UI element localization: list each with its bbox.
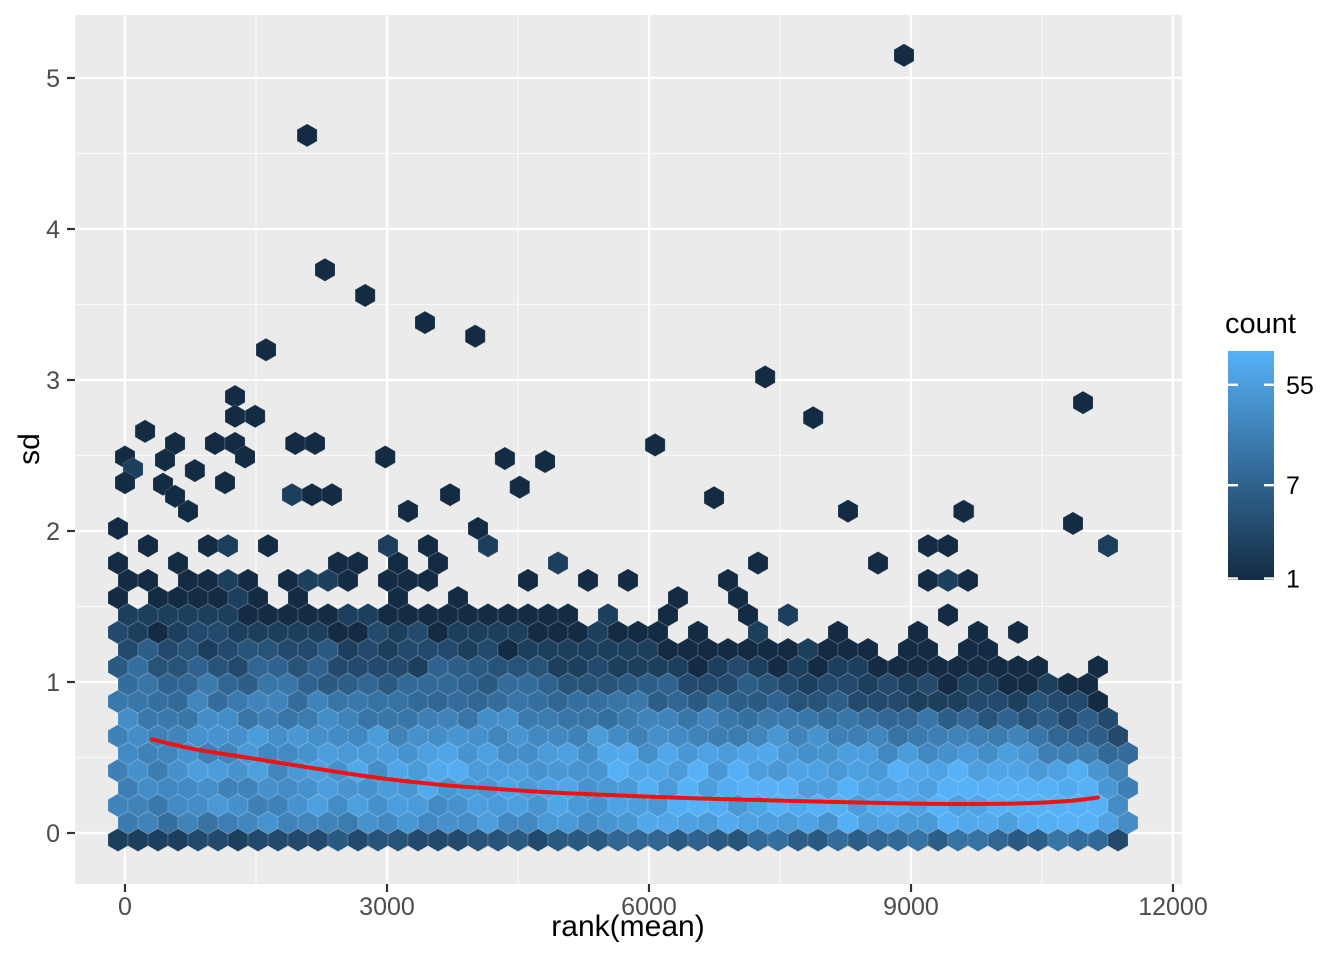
smooth-line	[149, 737, 1100, 807]
hex-bin	[687, 620, 709, 645]
hex-bin	[827, 620, 849, 645]
hex-bin	[107, 516, 129, 541]
x-tick-label: 12000	[1138, 893, 1208, 921]
hex-bin	[1007, 620, 1029, 645]
legend-break-label: 1	[1286, 566, 1300, 594]
hex-bin	[134, 419, 156, 444]
hex-bin	[164, 431, 186, 456]
hex-bin	[447, 585, 469, 610]
hex-bin	[952, 499, 974, 524]
legend-break-label: 55	[1286, 372, 1314, 400]
hex-bin	[255, 337, 277, 362]
y-tick-label: 2	[46, 518, 60, 546]
legend-title: count	[1225, 308, 1296, 340]
hex-bin	[244, 404, 266, 429]
hex-bin	[893, 43, 915, 68]
hex-bin	[509, 475, 531, 500]
hex-bin	[296, 123, 318, 148]
hex-bin	[417, 533, 439, 558]
hex-bin	[717, 568, 739, 593]
legend-break-label: 7	[1286, 472, 1300, 500]
axis-ticks	[67, 76, 1175, 892]
hex-bin	[937, 602, 959, 628]
hex-bin	[597, 602, 619, 628]
hex-bin	[517, 568, 539, 593]
hex-bin	[217, 533, 239, 558]
hex-bin	[414, 310, 436, 335]
hex-bin	[304, 431, 326, 456]
hex-bin	[137, 533, 159, 558]
hex-bin	[464, 324, 486, 349]
hex-bin	[857, 637, 879, 662]
hex-bin	[377, 533, 399, 558]
hex-bin	[347, 550, 369, 576]
y-tick-label: 4	[46, 216, 60, 244]
hex-bin	[777, 602, 799, 628]
hex-bin	[867, 550, 889, 576]
x-tick-label: 3000	[359, 893, 415, 921]
hex-bin	[137, 568, 159, 593]
hex-bin	[354, 283, 376, 308]
x-tick-label: 0	[118, 893, 132, 921]
y-tick-label: 3	[46, 367, 60, 395]
x-tick-label: 9000	[883, 893, 939, 921]
hex-bin	[617, 568, 639, 593]
x-axis-title: rank(mean)	[551, 910, 705, 943]
hex-bin	[234, 444, 256, 470]
hex-bin	[314, 257, 336, 282]
hex-bin	[154, 447, 176, 473]
hex-bin	[1027, 654, 1049, 680]
hex-bin	[703, 485, 725, 510]
hex-bin	[107, 550, 129, 576]
grid-minor	[75, 15, 1182, 884]
hex-bin	[667, 585, 689, 610]
hex-bin	[907, 620, 929, 645]
hex-bin	[1097, 533, 1119, 558]
hex-bin	[1087, 654, 1109, 680]
y-tick-label: 1	[46, 669, 60, 697]
hex-bin	[754, 364, 776, 390]
legend-gradient-bar	[1228, 351, 1274, 580]
hex-bin	[204, 431, 226, 456]
hex-bin	[494, 446, 516, 471]
hex-bin	[1072, 390, 1094, 415]
hex-bin	[967, 620, 989, 645]
hex-bin	[184, 458, 206, 483]
hex-bin	[802, 405, 824, 430]
x-tick-label: 6000	[621, 893, 677, 921]
hex-bin	[397, 499, 419, 524]
y-axis-title: sd	[13, 433, 46, 465]
hex-bin	[114, 470, 136, 495]
hex-bin	[534, 449, 556, 474]
hex-bin	[467, 516, 489, 541]
hex-bin	[439, 482, 461, 507]
hex-bin	[1062, 511, 1084, 536]
hex-bin	[937, 533, 959, 558]
hex-bin	[577, 568, 599, 593]
hex-bin	[257, 533, 279, 558]
hex-bin	[167, 550, 189, 576]
y-tick-label: 0	[46, 820, 60, 848]
hex-bin	[374, 444, 396, 470]
hex-bin	[237, 568, 259, 593]
hex-bin	[957, 568, 979, 593]
hex-bin	[557, 602, 579, 628]
hex-bin	[214, 470, 236, 495]
hex-bin	[547, 550, 569, 576]
hex-bin	[224, 404, 246, 429]
hexbin-layer	[107, 43, 1139, 853]
hex-bin	[747, 550, 769, 576]
hex-bin	[321, 482, 343, 507]
y-tick-label: 5	[46, 65, 60, 93]
hex-bin	[837, 499, 859, 524]
hex-bin	[644, 432, 666, 458]
hex-bin	[164, 484, 186, 509]
